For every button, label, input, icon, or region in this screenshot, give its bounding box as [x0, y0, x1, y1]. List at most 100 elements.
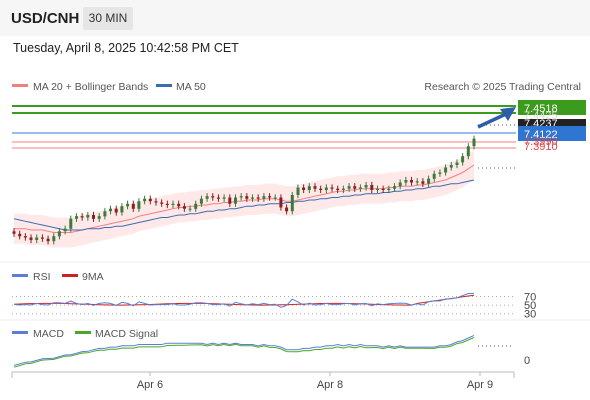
candle-body — [40, 237, 44, 239]
candle-body — [279, 197, 283, 208]
candle-body — [370, 185, 374, 190]
candle-body — [23, 236, 27, 238]
rsi-legend-swatch — [12, 274, 28, 277]
rsi-line — [13, 292, 475, 308]
candle-body — [126, 203, 130, 207]
credit-text: Research © 2025 Trading Central — [424, 81, 581, 93]
ma50-legend-label: MA 50 — [176, 81, 206, 93]
symbol-title: USD/CNH — [11, 10, 80, 27]
candle-body — [285, 207, 289, 212]
candle-body — [86, 215, 90, 218]
candle-body — [52, 236, 56, 242]
rsi-ma-legend-label: 9MA — [82, 271, 104, 283]
candle-body — [432, 173, 436, 179]
ma50-line — [13, 179, 475, 231]
candle-body — [75, 216, 78, 219]
candle-body — [421, 181, 425, 184]
candle-body — [137, 201, 141, 209]
last-price-box — [518, 119, 586, 130]
candle-body — [268, 196, 272, 198]
macd-line — [13, 334, 475, 366]
price-levels — [12, 105, 516, 169]
pivot-level-box — [518, 126, 586, 141]
candle-body — [455, 162, 459, 165]
candle-body — [69, 218, 73, 229]
candle-body — [256, 197, 260, 199]
support-1-level-label: 7.3990 — [524, 136, 558, 148]
candle-body — [358, 187, 362, 189]
candles — [12, 107, 516, 245]
candle-body — [347, 186, 351, 189]
candle-body — [194, 203, 198, 209]
candle-body — [148, 198, 152, 202]
candle-body — [46, 238, 50, 242]
candle-body — [228, 197, 232, 204]
pivot-level-label: 7.4122 — [524, 129, 558, 141]
candle-body — [376, 188, 379, 190]
timeframe-button[interactable]: 30 MIN — [83, 7, 133, 30]
candle-body — [398, 182, 402, 187]
candle-body — [296, 187, 300, 195]
candle-body — [319, 188, 323, 190]
candle-body — [302, 187, 306, 190]
candle-body — [461, 156, 465, 163]
ma20-legend-swatch — [12, 84, 28, 87]
rsi-level-label: 30 — [524, 309, 536, 321]
macd-legend-swatch — [12, 331, 28, 334]
candle-body — [273, 197, 277, 199]
candle-body — [341, 188, 345, 190]
candle-body — [239, 196, 243, 198]
rsi-level-label: 70 — [524, 291, 536, 303]
candle-body — [63, 228, 67, 232]
support-2-level-label: 7.3910 — [524, 141, 558, 153]
candle-body — [171, 203, 175, 205]
macd-signal-line — [13, 337, 475, 368]
rsi-level-label: 50 — [524, 300, 536, 312]
rsi-legend-label: RSI — [33, 271, 51, 283]
ma20-legend-label: MA 20 + Bollinger Bands — [33, 81, 148, 93]
candle-body — [12, 231, 16, 234]
macd-legend-label: MACD — [33, 328, 64, 340]
candle-body — [353, 186, 357, 189]
candle-body — [182, 206, 186, 209]
candle-body — [438, 172, 442, 174]
target-level-label: 7.4518 — [524, 103, 558, 115]
candle-body — [160, 202, 164, 204]
candle-body — [57, 231, 61, 237]
candle-body — [472, 138, 476, 147]
candle-body — [336, 188, 340, 190]
forecast-arrow-shaft — [477, 112, 507, 129]
candle-body — [262, 196, 266, 199]
candle-body — [131, 203, 135, 209]
candle-body — [154, 201, 158, 203]
candle-body — [415, 181, 419, 183]
macd-signal-legend-label: MACD Signal — [95, 328, 158, 340]
candle-body — [313, 186, 317, 189]
candle-body — [410, 180, 413, 183]
candle-body — [80, 216, 84, 218]
candle-body — [188, 208, 192, 210]
candle-body — [330, 187, 334, 189]
candle-body — [290, 195, 294, 212]
candle-body — [381, 188, 385, 190]
candle-body — [92, 215, 95, 219]
candle-body — [364, 185, 368, 188]
candle-body — [120, 206, 124, 213]
candle-body — [35, 237, 39, 240]
candle-body — [109, 208, 112, 212]
x-tick-label: Apr 9 — [467, 379, 493, 391]
candle-body — [387, 188, 391, 190]
candle-body — [234, 197, 237, 204]
x-tick-label: Apr 6 — [137, 379, 163, 391]
candle-body — [177, 203, 181, 207]
candle-body — [205, 196, 209, 199]
bollinger-band-fill — [14, 150, 474, 248]
candle-body — [444, 167, 448, 173]
ma50-legend-swatch — [156, 84, 172, 87]
candle-body — [29, 237, 33, 240]
x-tick-label: Apr 8 — [317, 379, 343, 391]
candle-body — [216, 197, 220, 199]
